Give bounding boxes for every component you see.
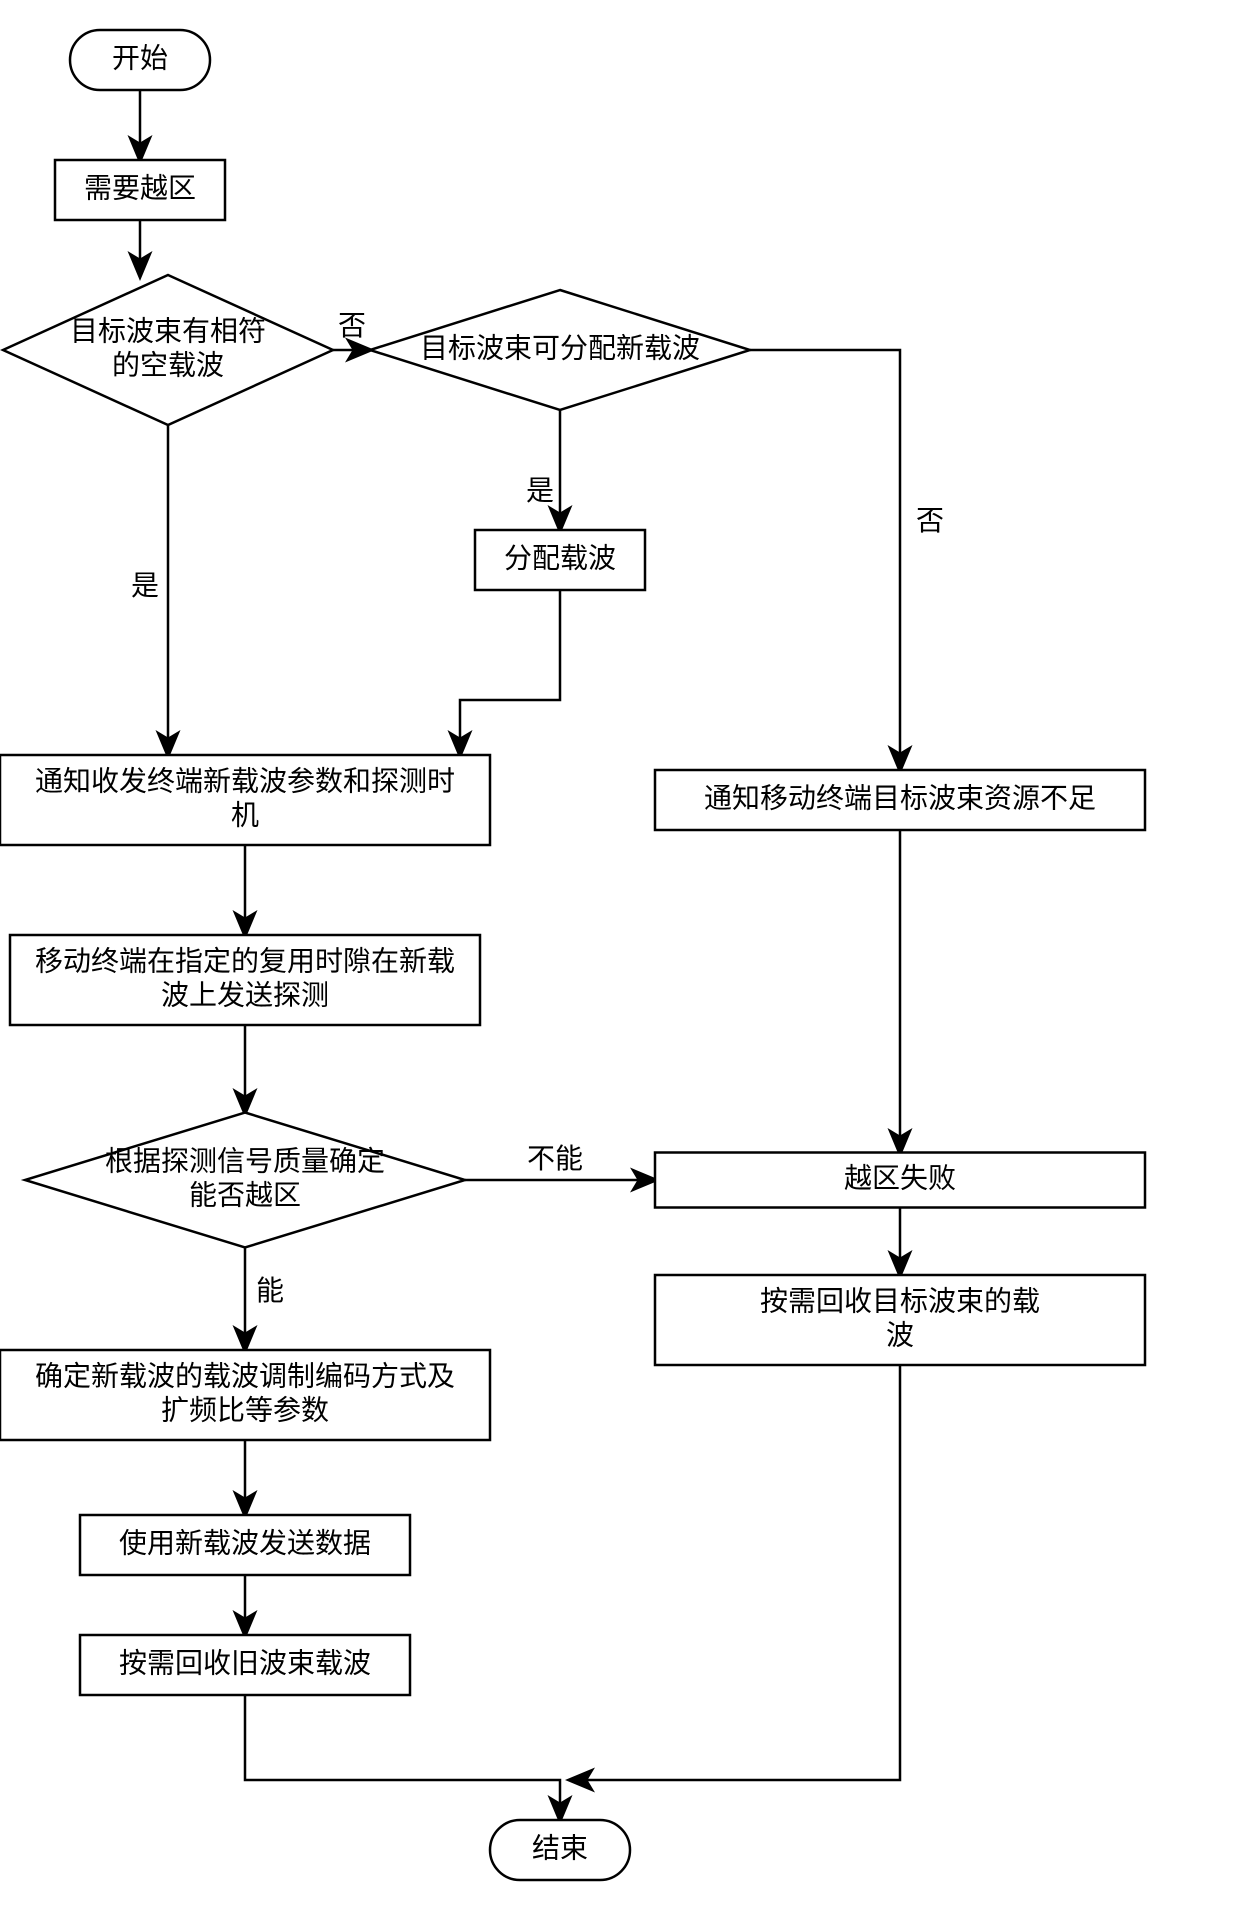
node-d1: 目标波束有相符的空载波 [3, 275, 333, 425]
node-fail-text: 越区失败 [844, 1162, 956, 1193]
edge-d2-notify2 [750, 350, 900, 770]
edge-label-d1-d2: 否 [338, 310, 366, 341]
node-send-text: 使用新载波发送数据 [119, 1527, 371, 1558]
node-probe: 移动终端在指定的复用时隙在新载波上发送探测 [10, 935, 480, 1025]
node-d2: 目标波束可分配新载波 [370, 290, 750, 410]
edge-label-d1-notify: 是 [131, 570, 159, 601]
node-d1-text: 目标波束有相符 [70, 315, 266, 346]
node-recycle1-text: 按需回收旧波束载波 [119, 1647, 371, 1678]
node-probe-text: 波上发送探测 [161, 979, 329, 1010]
node-setparam-text: 确定新载波的载波调制编码方式及 [35, 1360, 455, 1391]
node-recycle2-text: 波 [886, 1319, 914, 1350]
edge-recycle2-end [570, 1365, 900, 1780]
node-recycle2: 按需回收目标波束的载波 [655, 1275, 1145, 1365]
node-notify: 通知收发终端新载波参数和探测时机 [0, 755, 490, 845]
edge-label-d2-alloc: 是 [526, 475, 554, 506]
node-d3-text: 能否越区 [189, 1179, 301, 1210]
node-notify-text: 机 [231, 799, 259, 830]
node-notify2-text: 通知移动终端目标波束资源不足 [704, 782, 1096, 813]
node-recycle1: 按需回收旧波束载波 [80, 1635, 410, 1695]
edge-recycle1-end [245, 1695, 560, 1820]
node-setparam-text: 扩频比等参数 [161, 1394, 329, 1425]
node-d2-text: 目标波束可分配新载波 [420, 332, 700, 363]
node-d1-text: 的空载波 [112, 349, 224, 380]
node-d3: 根据探测信号质量确定能否越区 [25, 1113, 465, 1248]
node-start: 开始 [70, 30, 210, 90]
node-fail: 越区失败 [655, 1153, 1145, 1208]
node-end: 结束 [490, 1820, 630, 1880]
node-probe-text: 移动终端在指定的复用时隙在新载 [35, 945, 455, 976]
node-notify2: 通知移动终端目标波束资源不足 [655, 770, 1145, 830]
node-alloc-text: 分配载波 [504, 542, 616, 573]
node-d3-text: 根据探测信号质量确定 [105, 1145, 385, 1176]
node-recycle2-text: 按需回收目标波束的载 [760, 1285, 1040, 1316]
node-setparam: 确定新载波的载波调制编码方式及扩频比等参数 [0, 1350, 490, 1440]
node-end-text: 结束 [532, 1832, 588, 1863]
node-send: 使用新载波发送数据 [80, 1515, 410, 1575]
nodes-layer: 开始需要越区目标波束有相符的空载波 目标波束可分配新载波分配载波通知收发终端新载波… [0, 30, 1145, 1880]
edge-label-d2-notify2: 否 [916, 505, 944, 536]
node-start-text: 开始 [112, 42, 168, 73]
node-need-text: 需要越区 [84, 172, 196, 203]
edge-label-d3-setparam: 能 [256, 1275, 284, 1306]
edge-alloc-notify [460, 590, 560, 755]
edge-label-d3-fail: 不能 [527, 1143, 583, 1174]
node-need: 需要越区 [55, 160, 225, 220]
flowchart-canvas: 否是是否不能能 开始需要越区目标波束有相符的空载波目标波束可分配新载波分配载波通… [0, 0, 1240, 1911]
node-alloc: 分配载波 [475, 530, 645, 590]
node-notify-text: 通知收发终端新载波参数和探测时 [35, 765, 455, 796]
